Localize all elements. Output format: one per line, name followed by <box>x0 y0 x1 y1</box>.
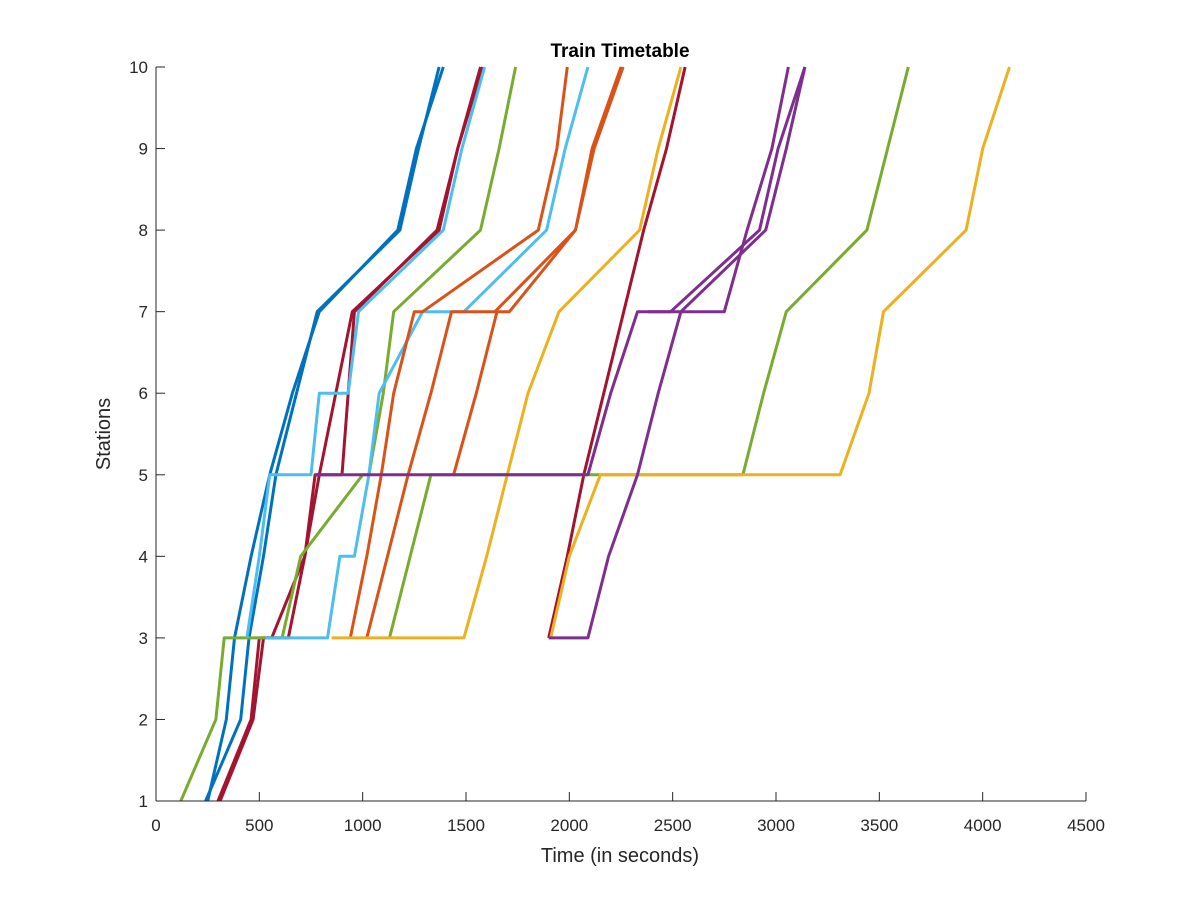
train-line-13 <box>331 66 683 640</box>
x-tick-label: 4500 <box>1067 816 1105 835</box>
y-tick-label: 8 <box>139 221 148 240</box>
train-line-4 <box>216 66 482 802</box>
x-tick-label: 1500 <box>447 816 485 835</box>
y-tick-label: 6 <box>139 384 148 403</box>
y-tick-label: 5 <box>139 466 148 485</box>
y-tick-label: 10 <box>129 58 148 77</box>
x-tick-label: 3500 <box>860 816 898 835</box>
train-line-3 <box>218 66 484 802</box>
y-tick-label: 9 <box>139 140 148 159</box>
train-line-2 <box>206 66 445 802</box>
axes-layer <box>155 67 1086 802</box>
x-tick-label: 2500 <box>654 816 692 835</box>
y-ticks: 1 2 3 4 5 6 7 8 9 10 <box>129 58 165 811</box>
y-tick-label: 1 <box>139 792 148 811</box>
train-line-12 <box>452 66 623 476</box>
train-line-10 <box>348 66 569 639</box>
train-line-14 <box>549 66 1011 639</box>
y-tick-label: 2 <box>139 710 148 729</box>
x-tick-label: 2000 <box>550 816 588 835</box>
x-tick-label: 0 <box>151 816 160 835</box>
y-tick-label: 7 <box>139 303 148 322</box>
series-layer <box>179 66 1011 802</box>
train-line-16 <box>548 66 807 640</box>
x-tick-label: 1000 <box>344 816 382 835</box>
train-line-9 <box>265 66 590 640</box>
chart-title: Train Timetable <box>550 41 689 62</box>
y-axis-label: Stations <box>93 398 115 470</box>
x-axis-label: Time (in seconds) <box>541 845 699 867</box>
y-tick-label: 4 <box>139 547 148 566</box>
train-line-5 <box>547 66 687 639</box>
y-tick-label: 3 <box>139 629 148 648</box>
x-tick-label: 4000 <box>964 816 1002 835</box>
train-line-8 <box>245 66 487 639</box>
train-line-17 <box>647 66 790 314</box>
train-line-1 <box>204 66 441 802</box>
x-ticks: 0 500 1000 1500 2000 2500 3000 3500 4000 4500 <box>151 792 1105 835</box>
x-tick-label: 3000 <box>757 816 795 835</box>
x-tick-label: 500 <box>245 816 273 835</box>
train-line-15 <box>315 66 807 477</box>
